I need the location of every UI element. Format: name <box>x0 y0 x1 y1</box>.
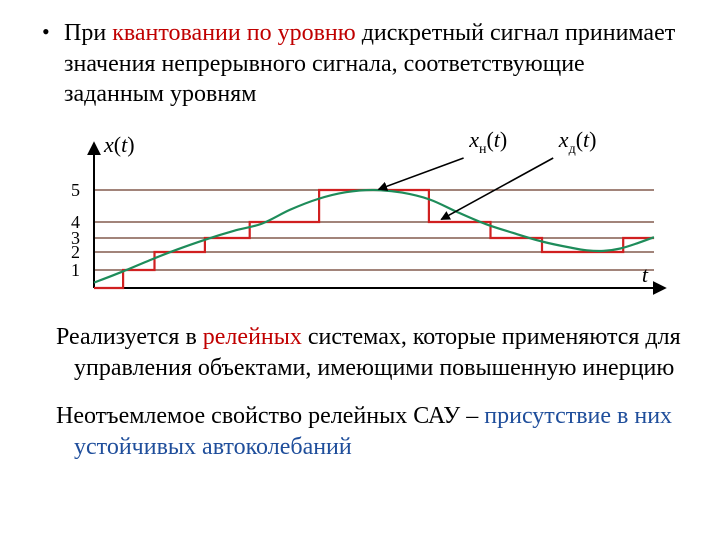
para1-red: релейных <box>203 324 302 350</box>
svg-text:x(t): x(t) <box>103 132 135 157</box>
svg-text:xд(t): xд(t) <box>558 127 597 157</box>
bullet-item: При квантовании по уровню дискретный сиг… <box>36 18 684 110</box>
para1-pre: Реализуется в <box>56 324 203 350</box>
svg-text:5: 5 <box>71 180 80 200</box>
para2-pre: Неотъемлемое свойство релейных САУ – <box>56 403 484 429</box>
quantization-chart: 12345x(t)txн(t)xд(t) <box>36 118 676 308</box>
svg-text:1: 1 <box>71 260 80 280</box>
svg-text:4: 4 <box>71 212 80 232</box>
svg-text:t: t <box>642 262 649 287</box>
chart-svg: 12345x(t)txн(t)xд(t) <box>36 118 676 308</box>
svg-text:xн(t): xн(t) <box>468 127 507 157</box>
bullet-list: При квантовании по уровню дискретный сиг… <box>36 18 684 110</box>
para-2: Неотъемлемое свойство релейных САУ – при… <box>36 401 684 463</box>
bullet-red: квантовании по уровню <box>112 20 356 46</box>
bullet-pre: При <box>64 20 112 46</box>
para-1: Реализуется в релейных системах, которые… <box>36 322 684 384</box>
